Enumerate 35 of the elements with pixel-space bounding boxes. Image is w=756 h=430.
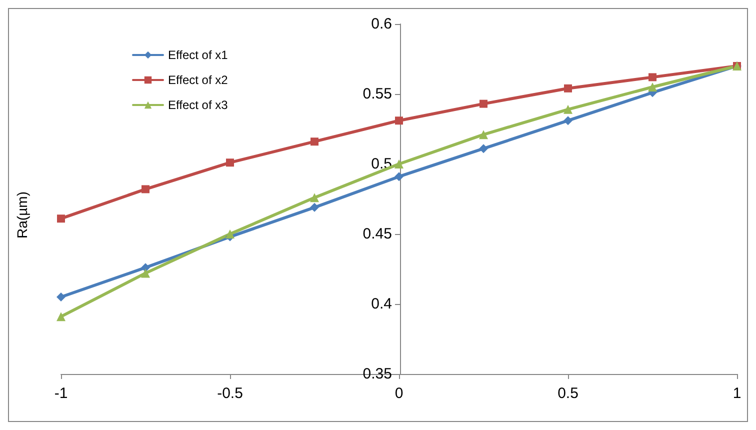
x-tick-label: 1 [732, 385, 742, 402]
point [564, 116, 572, 126]
point [226, 158, 234, 167]
point [394, 160, 404, 168]
legend-label: Effect of x3 [168, 98, 228, 112]
y-tick-label: 0.45 [362, 226, 392, 242]
point [56, 312, 66, 322]
y-tick-label: 0.6 [371, 16, 392, 32]
x-tick-label: 0.5 [558, 385, 578, 402]
legend-label: Effect of x1 [168, 48, 228, 62]
y-tick-label: 0.35 [362, 366, 392, 382]
point [564, 84, 572, 92]
y-tick-label: 0.4 [371, 296, 392, 312]
y-axis-title: Ra(µm) [14, 192, 30, 238]
point [56, 292, 66, 302]
y-tick-label: 0.55 [362, 86, 392, 102]
point [394, 172, 404, 182]
point [141, 268, 150, 278]
legend-label: Effect of x2 [168, 73, 228, 87]
point [310, 202, 319, 212]
point [648, 73, 656, 82]
x-tick-label: -1 [54, 385, 68, 402]
point [395, 116, 403, 125]
point [226, 230, 234, 238]
point [648, 82, 657, 92]
point [310, 193, 319, 202]
x-tick-label: -0.5 [217, 385, 243, 402]
point [57, 214, 65, 223]
point [142, 185, 150, 194]
point [564, 104, 572, 114]
point [480, 100, 488, 108]
x-tick-label: 0 [394, 385, 404, 402]
point [310, 138, 318, 146]
point [479, 144, 488, 154]
point [479, 130, 488, 140]
